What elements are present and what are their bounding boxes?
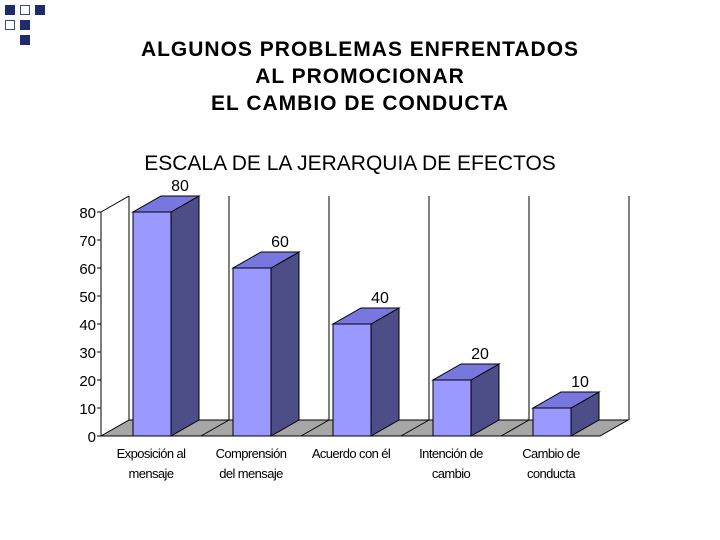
bar	[432, 379, 472, 437]
floor-divider	[500, 419, 530, 437]
data-label: 40	[371, 290, 389, 307]
category-label: Intención de	[419, 446, 483, 461]
corner-decoration	[0, 0, 60, 45]
corner-square	[35, 5, 45, 15]
corner-square	[20, 20, 30, 30]
slide-title-line-1: ALGUNOS PROBLEMAS ENFRENTADOS	[140, 38, 580, 61]
y-tick-label: 80	[79, 205, 96, 222]
corner-square	[5, 5, 15, 15]
category-label: Exposición al	[117, 446, 187, 461]
data-label: 80	[171, 178, 189, 195]
floor-divider	[200, 419, 230, 437]
data-label: 20	[471, 346, 489, 363]
category-label: del mensaje	[219, 466, 283, 481]
category-label: cambio	[432, 466, 471, 481]
y-tick-label: 60	[79, 261, 96, 278]
bar	[232, 267, 272, 437]
y-tick-label: 70	[79, 233, 96, 250]
corner-square	[5, 20, 15, 30]
chart-title: ESCALA DE LA JERARQUIA DE EFECTOS	[144, 152, 556, 175]
category-label: conducta	[527, 466, 576, 481]
category-label: Comprensión	[216, 446, 287, 461]
category-label: Acuerdo con él	[312, 446, 391, 461]
y-tick-label: 20	[79, 373, 96, 390]
bar-side	[270, 251, 300, 437]
bar-side	[370, 307, 400, 437]
floor-divider	[300, 419, 330, 437]
slide-title-line-3: EL CAMBIO DE CONDUCTA	[211, 92, 509, 115]
bar	[532, 407, 572, 437]
bar-side	[170, 195, 200, 437]
y-tick-label: 50	[79, 289, 96, 306]
corner-square	[20, 35, 30, 45]
bar	[332, 323, 372, 437]
bar	[132, 211, 172, 437]
y-tick-label: 40	[79, 317, 96, 334]
floor-divider	[400, 419, 430, 437]
y-tick-label: 10	[79, 401, 96, 418]
data-label: 10	[571, 374, 589, 391]
wall-edge	[100, 195, 130, 213]
slide-title-line-2: AL PROMOCIONAR	[255, 65, 465, 88]
data-label: 60	[271, 234, 289, 251]
corner-square	[20, 5, 30, 15]
category-label: Cambio de	[522, 446, 580, 461]
slide-title: ALGUNOS PROBLEMAS ENFRENTADOS AL PROMOCI…	[60, 36, 660, 117]
category-label: mensaje	[129, 466, 174, 481]
y-tick-label: 30	[79, 345, 96, 362]
y-tick-label: 0	[88, 429, 96, 446]
